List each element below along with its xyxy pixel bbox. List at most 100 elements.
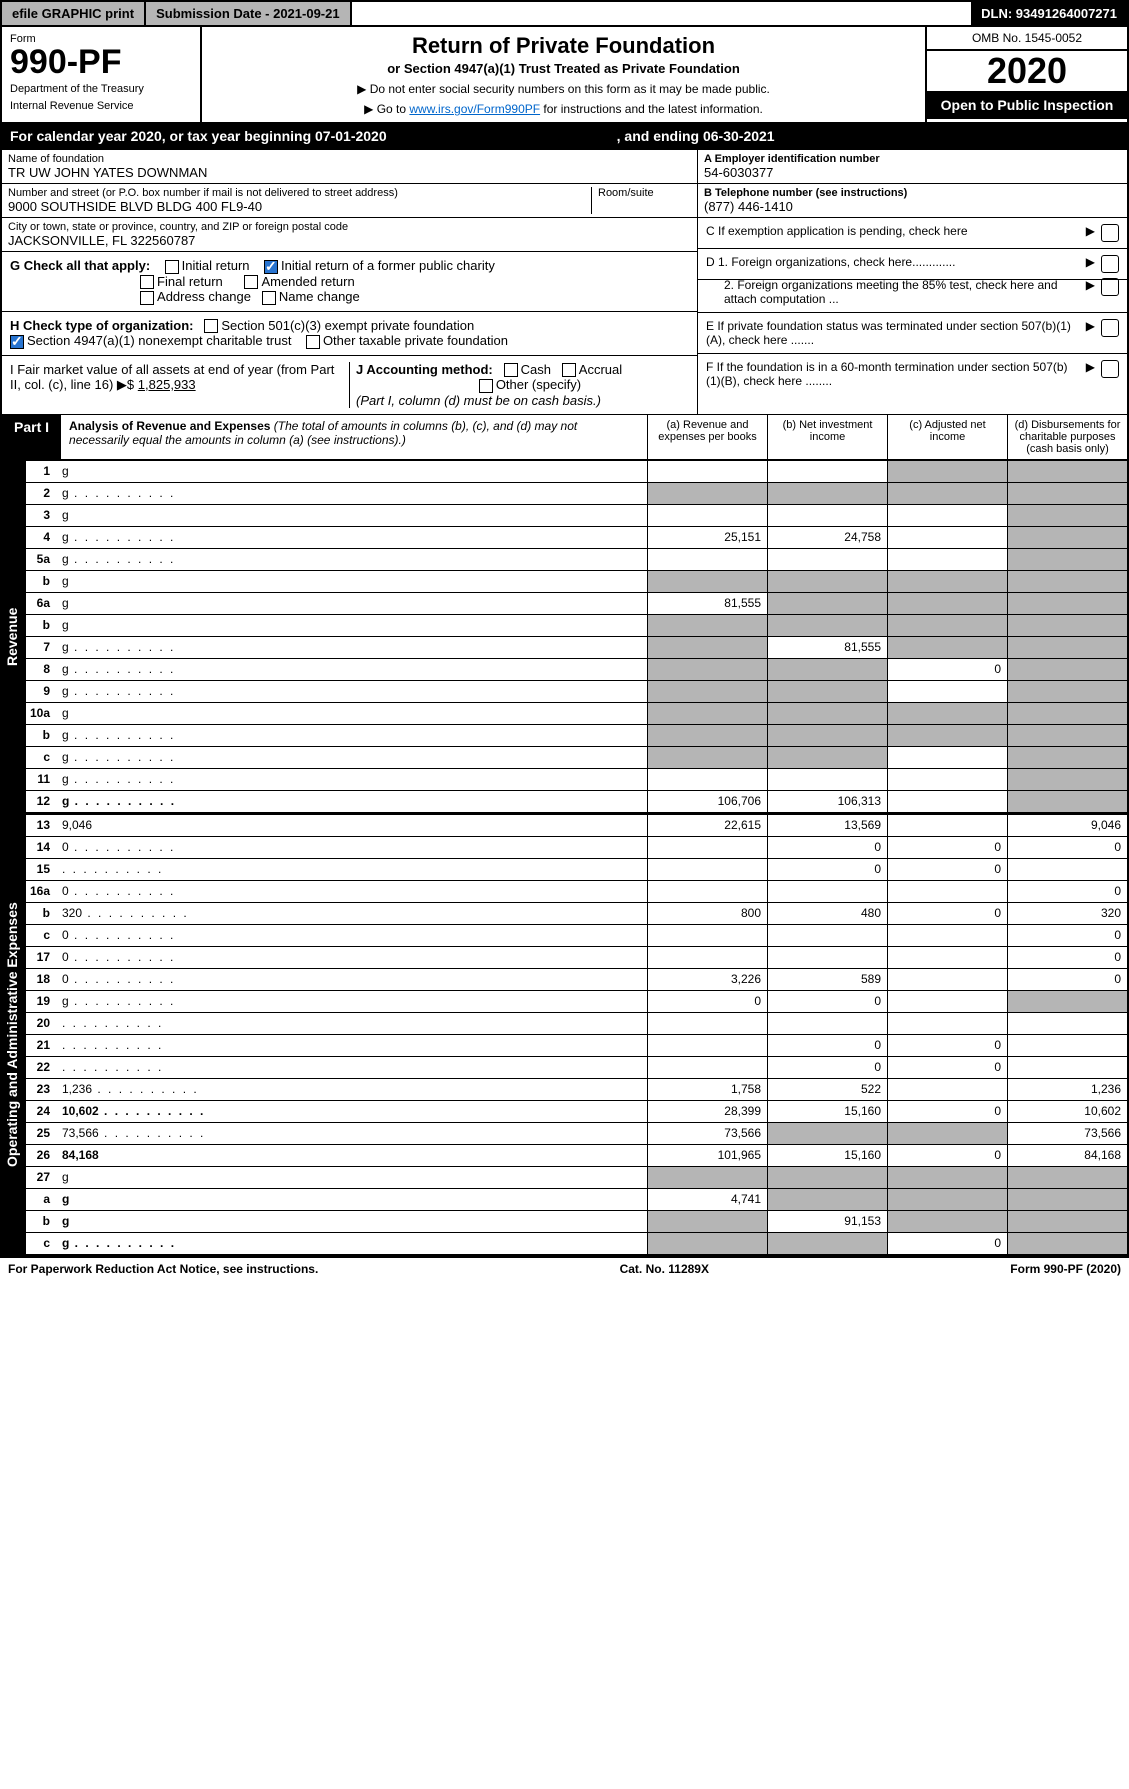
cb-4947[interactable] [10, 335, 24, 349]
cell-a: 1,758 [647, 1079, 767, 1100]
cell-b [767, 725, 887, 746]
cb-initial-former[interactable] [264, 260, 278, 274]
cell-a [647, 571, 767, 592]
row-desc: 0 [56, 970, 647, 988]
cell-d [1007, 549, 1127, 570]
cell-a [647, 1211, 767, 1232]
row-num: b [26, 618, 56, 632]
table-row: 12g106,706106,313 [26, 791, 1127, 813]
cell-d: 0 [1007, 881, 1127, 902]
h-4947: Section 4947(a)(1) nonexempt charitable … [27, 333, 291, 348]
table-row: 2684,168101,96515,160084,168 [26, 1145, 1127, 1167]
part1-desc: Analysis of Revenue and Expenses (The to… [61, 415, 647, 459]
cell-c [887, 1211, 1007, 1232]
cell-b: 24,758 [767, 527, 887, 548]
f-box[interactable] [1101, 360, 1119, 378]
table-row: cg0 [26, 1233, 1127, 1255]
g-address: Address change [157, 289, 251, 304]
table-row: ag4,741 [26, 1189, 1127, 1211]
cell-c [887, 571, 1007, 592]
cell-d [1007, 859, 1127, 880]
form-link[interactable]: www.irs.gov/Form990PF [409, 102, 540, 116]
revenue-table: Revenue 1g2g3g4g25,15124,7585agbg6ag81,5… [0, 461, 1129, 815]
cell-a [647, 505, 767, 526]
cell-c: 0 [887, 1101, 1007, 1122]
table-row: 5ag [26, 549, 1127, 571]
cell-d [1007, 991, 1127, 1012]
part1-title: Analysis of Revenue and Expenses [69, 419, 270, 433]
table-row: 8g0 [26, 659, 1127, 681]
cell-a [647, 1167, 767, 1188]
e-box[interactable] [1101, 319, 1119, 337]
row-desc: g [56, 484, 647, 502]
d1-txt: D 1. Foreign organizations, check here..… [706, 255, 1080, 269]
cb-address[interactable] [140, 291, 154, 305]
g-row: G Check all that apply: Initial return I… [2, 252, 697, 312]
cell-a: 4,741 [647, 1189, 767, 1210]
cell-a [647, 769, 767, 790]
cb-name-change[interactable] [262, 291, 276, 305]
cell-d: 0 [1007, 837, 1127, 858]
cb-other-acct[interactable] [479, 379, 493, 393]
cell-a [647, 461, 767, 482]
cb-cash[interactable] [504, 363, 518, 377]
table-row: 9g [26, 681, 1127, 703]
row-desc: g [56, 1212, 647, 1230]
cell-b [767, 571, 887, 592]
table-row: 1700 [26, 947, 1127, 969]
table-row: 2g [26, 483, 1127, 505]
cell-b [767, 1167, 887, 1188]
cell-c [887, 461, 1007, 482]
cell-a: 101,965 [647, 1145, 767, 1166]
row-num: 20 [26, 1016, 56, 1030]
table-row: bg [26, 615, 1127, 637]
cell-c [887, 1079, 1007, 1100]
cell-c [887, 1013, 1007, 1034]
table-row: 11g [26, 769, 1127, 791]
submission-btn[interactable]: Submission Date - 2021-09-21 [146, 2, 352, 25]
cell-a [647, 1233, 767, 1254]
j-accrual: Accrual [579, 362, 622, 377]
row-num: c [26, 1236, 56, 1250]
row-desc: g [56, 726, 647, 744]
cb-501[interactable] [204, 319, 218, 333]
cell-c [887, 815, 1007, 836]
cb-amended[interactable] [244, 275, 258, 289]
j-other: Other (specify) [496, 377, 581, 392]
row-num: 27 [26, 1170, 56, 1184]
cell-c [887, 881, 1007, 902]
efile-btn[interactable]: efile GRAPHIC print [2, 2, 146, 25]
d2-box[interactable] [1101, 278, 1119, 296]
cb-final[interactable] [140, 275, 154, 289]
cell-d: 320 [1007, 903, 1127, 924]
c-box[interactable] [1101, 224, 1119, 242]
cell-b [767, 747, 887, 768]
cell-d: 84,168 [1007, 1145, 1127, 1166]
cell-d [1007, 1035, 1127, 1056]
room-lbl: Room/suite [598, 187, 691, 199]
cell-a [647, 947, 767, 968]
cell-d [1007, 637, 1127, 658]
cell-a [647, 837, 767, 858]
d1-box[interactable] [1101, 255, 1119, 273]
cb-accrual[interactable] [562, 363, 576, 377]
arrow-icon: ▶ [1086, 360, 1095, 374]
row-num: 16a [26, 884, 56, 898]
cell-a: 73,566 [647, 1123, 767, 1144]
tax-year: 2020 [927, 51, 1127, 91]
h-other: Other taxable private foundation [323, 333, 508, 348]
g-amended: Amended return [261, 274, 354, 289]
table-row: 140000 [26, 837, 1127, 859]
d2-txt: 2. Foreign organizations meeting the 85%… [706, 278, 1080, 306]
header-right: OMB No. 1545-0052 2020 Open to Public In… [927, 27, 1127, 122]
cb-other-tax[interactable] [306, 335, 320, 349]
row-desc [56, 860, 647, 878]
cell-d [1007, 1233, 1127, 1254]
cb-initial[interactable] [165, 260, 179, 274]
cell-c: 0 [887, 1233, 1007, 1254]
row-num: 15 [26, 862, 56, 876]
cell-d [1007, 1211, 1127, 1232]
cell-a [647, 703, 767, 724]
row-desc: 0 [56, 838, 647, 856]
cell-c [887, 593, 1007, 614]
